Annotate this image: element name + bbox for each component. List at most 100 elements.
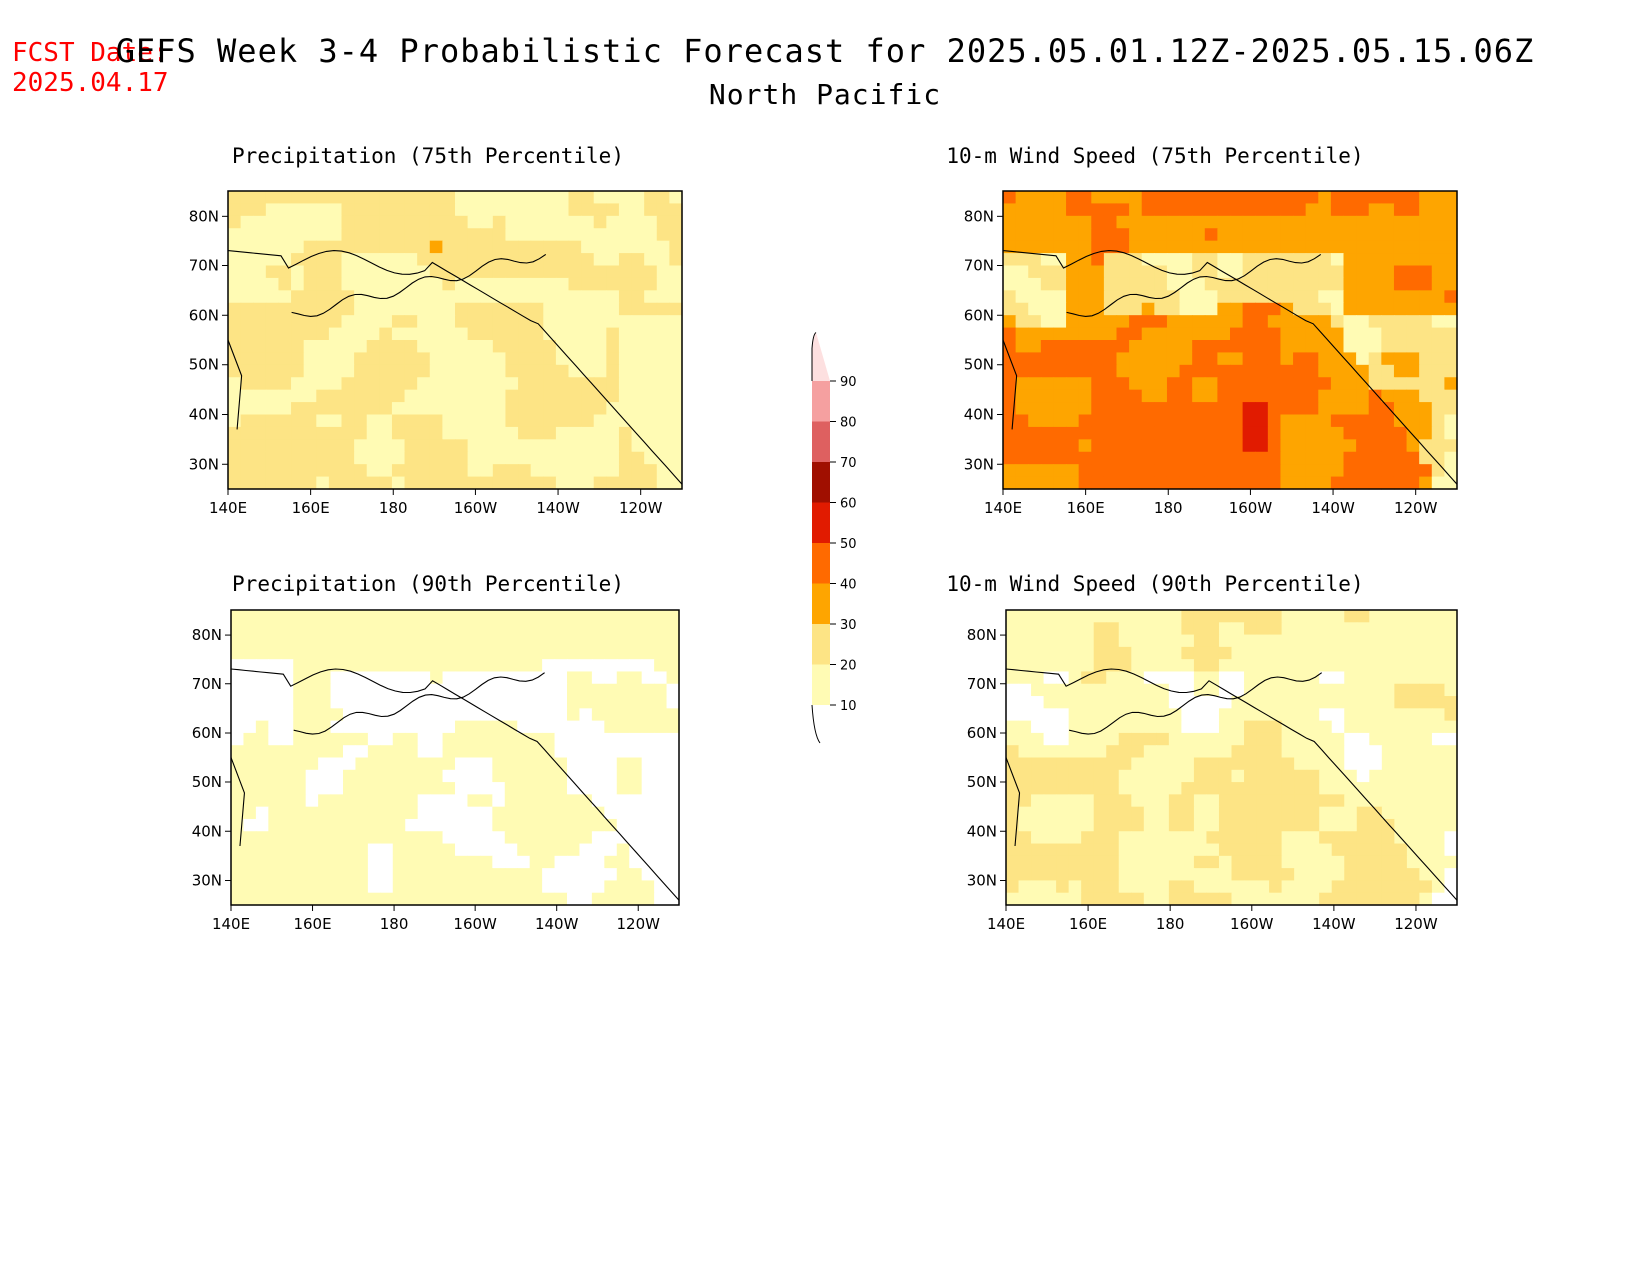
field-cell xyxy=(355,622,369,636)
field-cell xyxy=(1043,892,1057,906)
field-cell xyxy=(240,364,254,378)
field-cell xyxy=(568,203,582,217)
field-cell xyxy=(253,191,267,205)
field-cell xyxy=(1293,215,1307,229)
field-cell xyxy=(1081,757,1095,771)
field-cell xyxy=(280,732,294,746)
field-cell xyxy=(1091,315,1105,329)
field-cell xyxy=(253,277,267,291)
field-cell xyxy=(1003,389,1017,403)
field-cell xyxy=(455,646,469,660)
field-cell xyxy=(303,476,317,490)
field-cell xyxy=(1066,191,1080,205)
field-cell xyxy=(543,191,557,205)
field-cell xyxy=(604,671,618,685)
field-cell xyxy=(1280,253,1294,267)
field-cell xyxy=(644,389,658,403)
field-cell xyxy=(530,340,544,354)
field-cell xyxy=(1444,476,1458,490)
field-cell xyxy=(1444,253,1458,267)
field-cell xyxy=(568,389,582,403)
field-cell xyxy=(1040,364,1055,378)
field-cell xyxy=(579,708,593,722)
field-cell xyxy=(1255,414,1269,428)
field-cell xyxy=(669,402,683,416)
field-cell xyxy=(581,203,595,217)
field-cell xyxy=(618,315,633,329)
field-cell xyxy=(253,439,267,453)
field-cell xyxy=(268,892,282,906)
field-cell xyxy=(1431,265,1445,279)
field-cell xyxy=(1179,290,1193,304)
field-cell xyxy=(1280,476,1294,490)
field-cell xyxy=(1419,732,1433,746)
field-cell xyxy=(1256,769,1270,783)
field-cell xyxy=(341,240,355,254)
field-cell xyxy=(1344,855,1358,869)
field-cell xyxy=(1156,708,1170,722)
field-cell xyxy=(255,831,269,845)
field-cell xyxy=(280,646,294,660)
field-cell xyxy=(1393,315,1408,329)
field-cell xyxy=(330,683,344,697)
field-cell xyxy=(555,191,570,205)
field-cell xyxy=(606,402,620,416)
field-cell xyxy=(1204,228,1218,242)
field-cell xyxy=(666,818,680,832)
field-cell xyxy=(593,327,607,341)
field-cell xyxy=(328,389,343,403)
field-cell xyxy=(405,782,419,795)
field-cell xyxy=(1381,302,1395,316)
field-cell xyxy=(354,389,368,403)
field-cell xyxy=(1078,439,1092,453)
field-cell xyxy=(568,451,582,465)
field-cell xyxy=(1331,708,1345,722)
field-cell xyxy=(1331,806,1345,820)
field-cell xyxy=(631,203,645,217)
field-cell xyxy=(1106,646,1120,660)
field-cell xyxy=(243,818,257,832)
field-cell xyxy=(1031,610,1045,623)
field-cell xyxy=(629,880,643,894)
field-cell xyxy=(1040,253,1055,267)
field-cell xyxy=(1419,769,1433,783)
field-cell xyxy=(1218,818,1233,832)
field-cell xyxy=(265,228,280,242)
field-cell xyxy=(606,191,620,205)
field-cell xyxy=(255,757,269,771)
field-cell xyxy=(240,327,254,341)
field-cell xyxy=(1131,794,1145,808)
field-cell xyxy=(669,253,683,267)
field-cell xyxy=(629,720,643,734)
field-cell xyxy=(1103,464,1118,478)
field-cell xyxy=(1206,892,1220,906)
field-cell xyxy=(1093,757,1107,771)
field-cell xyxy=(1192,364,1206,378)
field-cell xyxy=(280,720,294,734)
field-cell xyxy=(555,228,570,242)
field-cell xyxy=(1206,806,1220,820)
field-cell xyxy=(354,215,368,229)
field-cell xyxy=(1068,806,1082,820)
field-cell xyxy=(328,402,343,416)
field-cell xyxy=(1230,265,1244,279)
field-cell xyxy=(1129,476,1143,490)
field-cell xyxy=(392,720,406,734)
field-cell xyxy=(517,818,531,832)
field-cell xyxy=(1281,634,1295,648)
lat-tick-label: 40N xyxy=(192,822,222,840)
field-cell xyxy=(480,464,494,478)
field-cell xyxy=(379,228,393,242)
field-cell xyxy=(505,215,519,229)
panel-title-wind90: 10-m Wind Speed (90th Percentile) xyxy=(946,572,1364,596)
field-cell xyxy=(1331,769,1345,783)
field-cell xyxy=(666,794,680,808)
field-cell xyxy=(641,696,655,709)
field-cell xyxy=(1381,683,1395,697)
field-cell xyxy=(1217,240,1231,254)
field-cell xyxy=(355,732,369,746)
field-cell xyxy=(492,191,507,205)
field-cell xyxy=(1444,315,1458,329)
field-cell xyxy=(492,696,506,709)
field-cell xyxy=(542,843,556,857)
